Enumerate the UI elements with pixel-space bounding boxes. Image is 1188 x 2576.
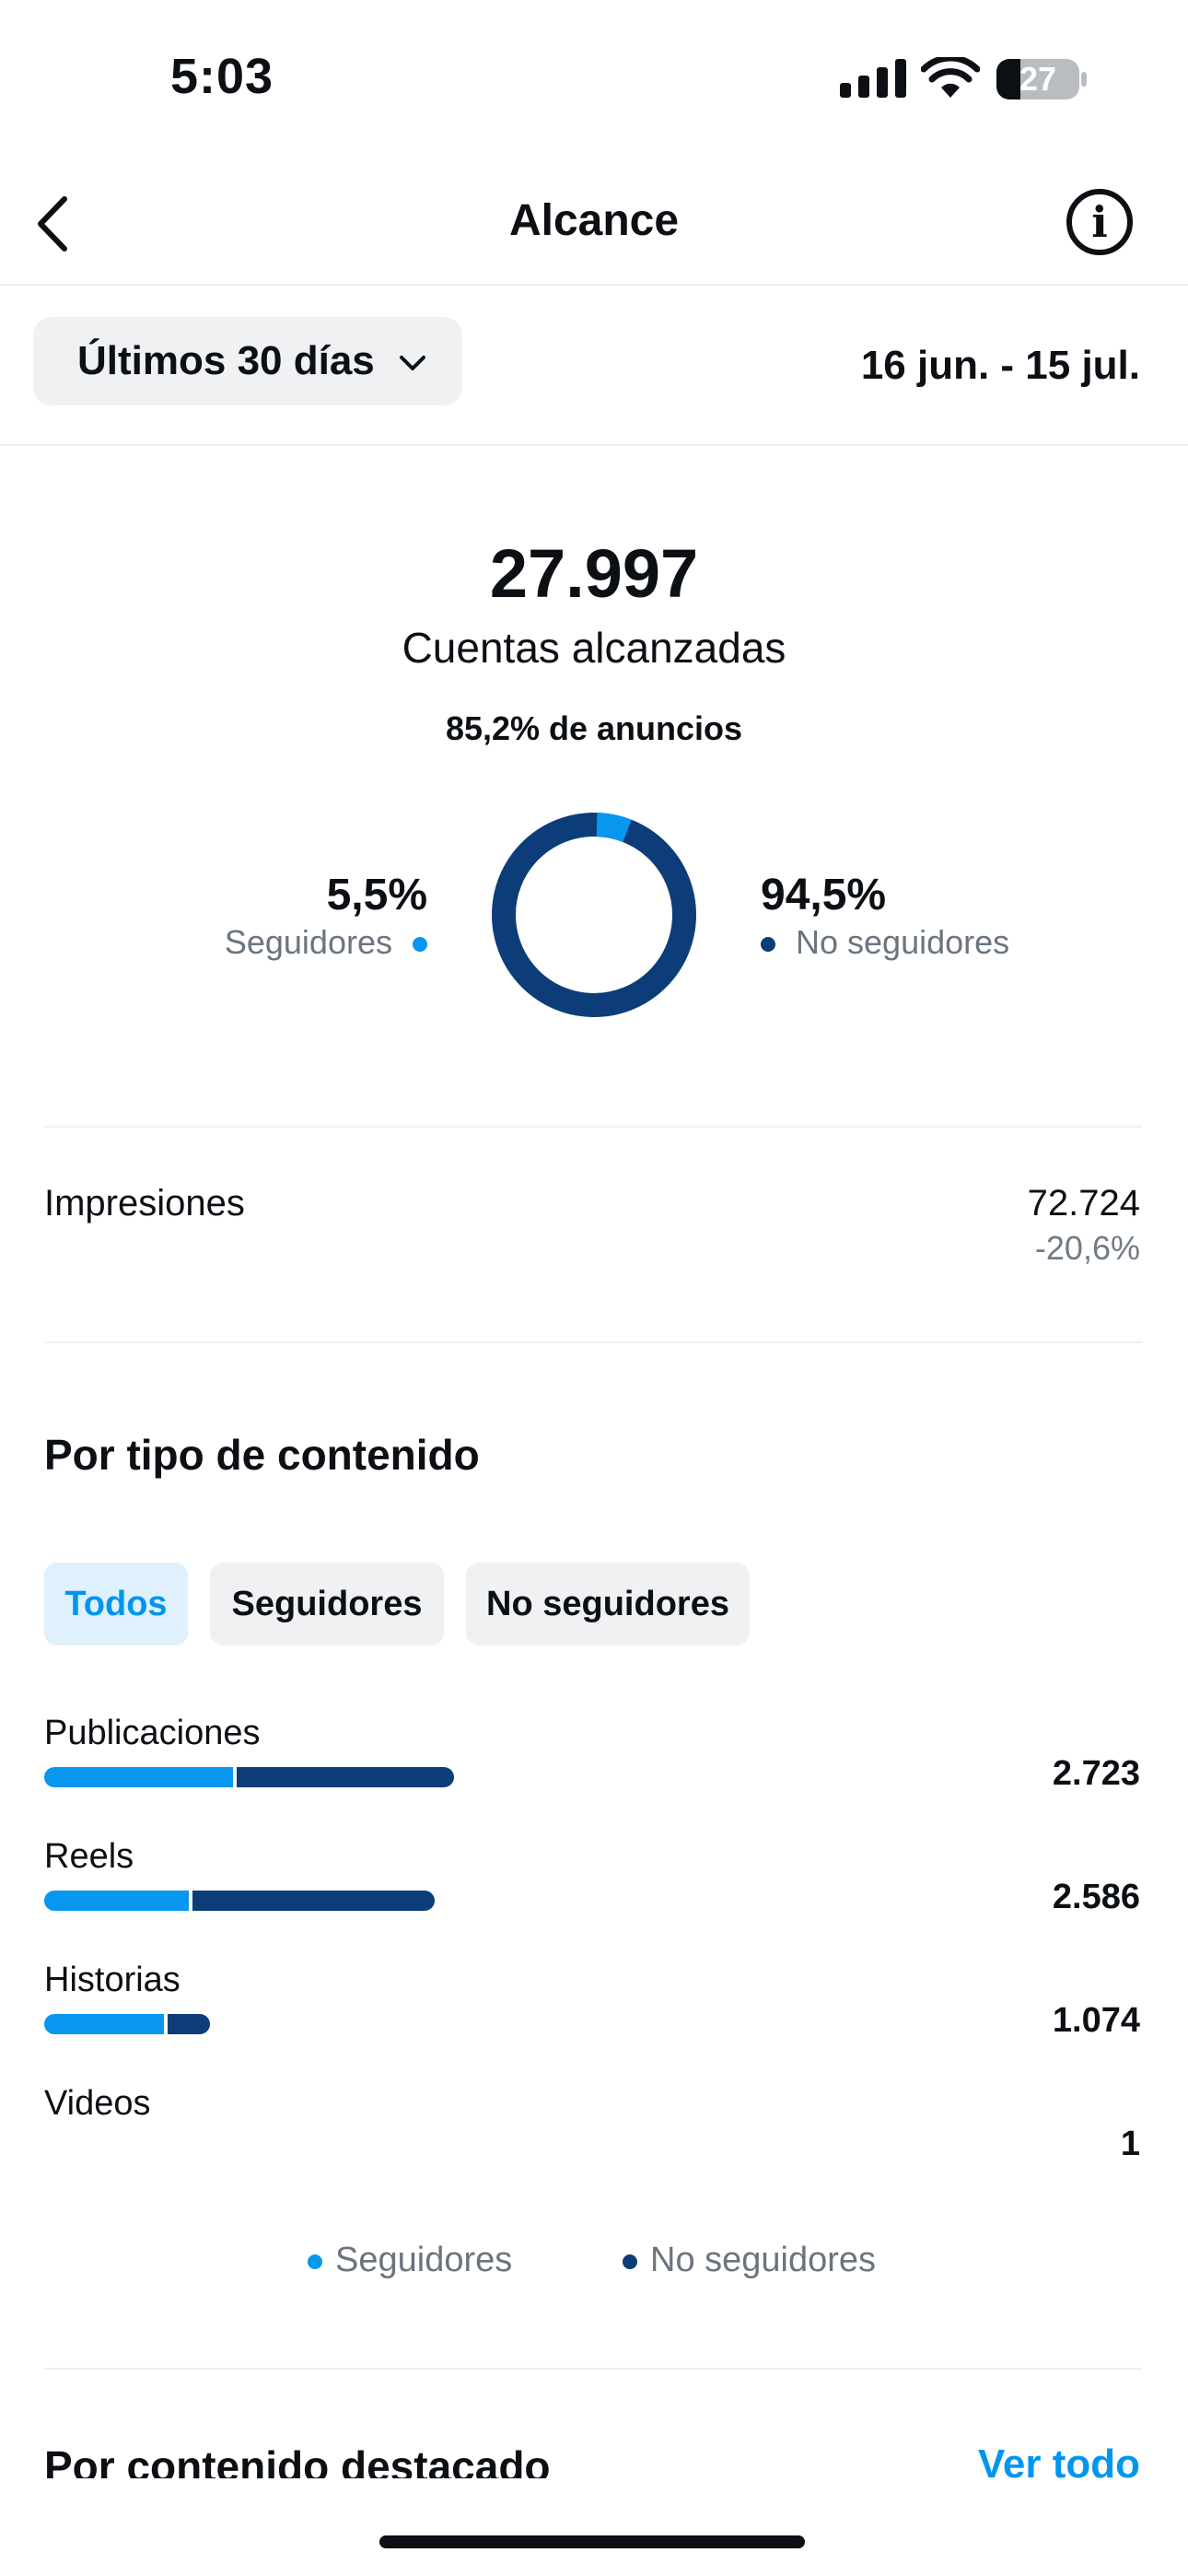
legend-nonfollowers: No seguidores	[623, 2241, 876, 2280]
content-row-bar	[44, 1767, 454, 1787]
content-type-heading: Por tipo de contenido	[44, 1431, 480, 1479]
impressions-change: -20,6%	[1034, 1229, 1140, 1267]
wifi-icon	[921, 57, 980, 98]
ads-share: 85,2% de anuncios	[445, 709, 743, 747]
status-time: 5:03	[170, 49, 274, 104]
followers-label: Seguidores	[224, 923, 392, 961]
bar-followers-segment	[44, 1891, 189, 1911]
followers-legend: Seguidores	[225, 923, 427, 962]
bar-nonfollowers-segment	[167, 2014, 210, 2034]
chip-all[interactable]: Todos	[44, 1563, 188, 1645]
date-range-dropdown[interactable]: Últimos 30 días	[33, 317, 462, 405]
home-indicator[interactable]	[379, 2535, 805, 2548]
date-range-text: 16 jun. - 15 jul.	[860, 343, 1140, 388]
content-row-label: Videos	[44, 2084, 151, 2123]
bar-nonfollowers-segment	[236, 1767, 454, 1787]
legend-followers: Seguidores	[308, 2241, 512, 2280]
followers-dot	[413, 937, 427, 953]
cellular-signal-icon	[840, 59, 906, 98]
followers-percent: 5,5%	[326, 871, 427, 919]
content-row-label: Publicaciones	[44, 1714, 261, 1752]
info-icon[interactable]: i	[1066, 189, 1133, 255]
content-row-value: 2.586	[1052, 1878, 1140, 1916]
bar-gap	[163, 2014, 168, 2034]
bottom-fade	[0, 2478, 1188, 2576]
accounts-reached-value: 27.997	[489, 535, 699, 612]
content-row-bar	[44, 1891, 435, 1911]
bar-followers-segment	[44, 1767, 233, 1787]
content-row-value: 1.074	[1052, 2001, 1140, 2040]
nonfollowers-dot	[761, 937, 775, 953]
content-type-divider	[44, 2368, 1142, 2370]
back-chevron-icon[interactable]	[33, 195, 70, 252]
bar-gap	[188, 1891, 192, 1911]
followers-donut-chart	[492, 813, 696, 1017]
chip-nonfollowers[interactable]: No seguidores	[466, 1563, 750, 1645]
nonfollowers-label: No seguidores	[796, 923, 1010, 961]
bar-nonfollowers-segment	[192, 1891, 435, 1911]
page-title: Alcance	[508, 196, 680, 245]
bar-gap	[232, 1767, 237, 1787]
nonfollowers-percent: 94,5%	[761, 871, 887, 919]
legend-nonfollowers-label: No seguidores	[650, 2241, 877, 2279]
content-row-value: 2.723	[1052, 1754, 1140, 1793]
impressions-value: 72.724	[1027, 1183, 1140, 1224]
date-range-label: Últimos 30 días	[77, 338, 375, 383]
range-divider	[0, 444, 1188, 446]
content-row-label: Historias	[44, 1961, 181, 1999]
donut-nonfollowers-segment	[492, 813, 696, 1017]
battery-level: 27	[1019, 60, 1057, 98]
bar-followers-segment	[44, 2014, 164, 2034]
content-row-label: Reels	[44, 1837, 134, 1876]
chevron-down-icon	[400, 356, 426, 371]
legend-nonfollowers-dot	[623, 2254, 637, 2269]
content-row-value: 1	[1120, 2125, 1140, 2163]
legend-followers-dot	[308, 2254, 322, 2269]
header-divider	[0, 284, 1188, 286]
nonfollowers-legend: No seguidores	[761, 923, 1009, 962]
summary-divider	[44, 1126, 1142, 1128]
content-row-bar	[44, 2014, 210, 2034]
legend-followers-label: Seguidores	[335, 2241, 513, 2279]
accounts-reached-label: Cuentas alcanzadas	[402, 624, 786, 672]
battery-cap	[1081, 72, 1087, 87]
chip-followers[interactable]: Seguidores	[210, 1563, 444, 1645]
impressions-label: Impresiones	[44, 1183, 245, 1224]
impressions-divider	[44, 1341, 1142, 1343]
battery-icon: 27	[996, 59, 1079, 100]
